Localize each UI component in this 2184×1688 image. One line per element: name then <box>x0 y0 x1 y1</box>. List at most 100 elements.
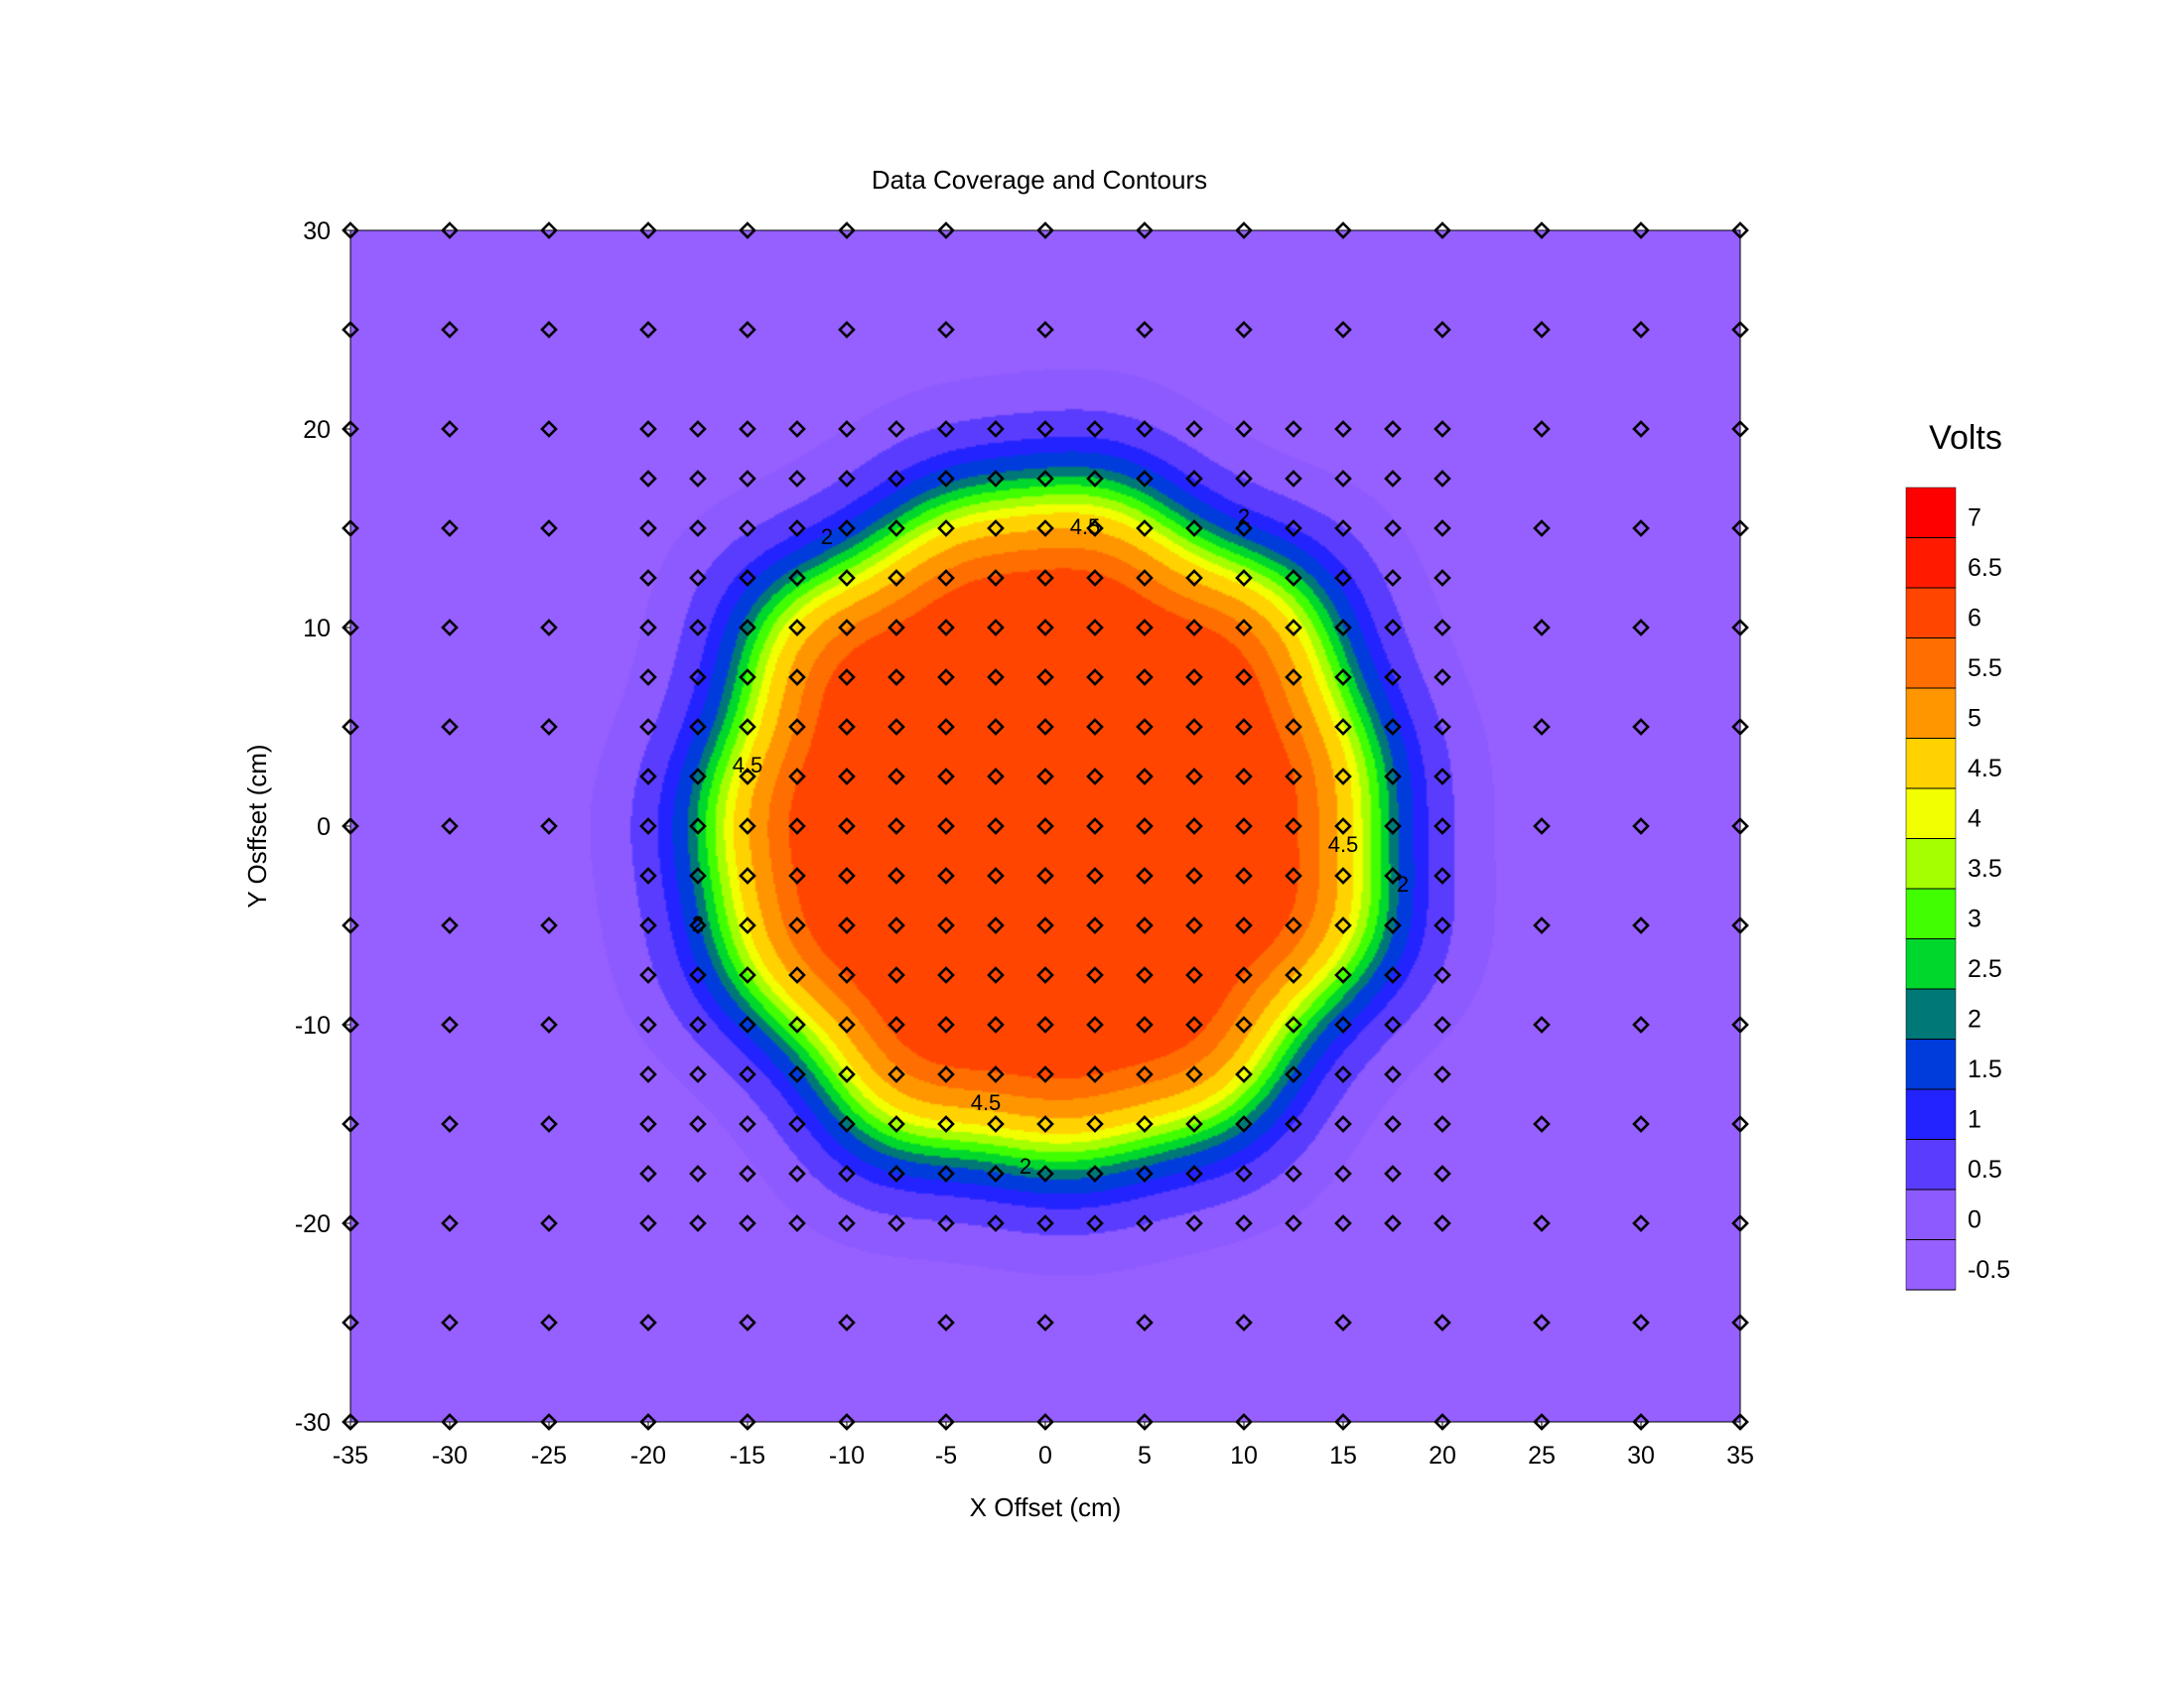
data-point-marker <box>1384 420 1402 438</box>
colorbar-label: 1 <box>1968 1106 1981 1134</box>
data-point-marker <box>689 1214 707 1232</box>
data-point-marker <box>1533 221 1551 239</box>
data-point-marker <box>739 817 756 835</box>
data-point-marker <box>1533 817 1551 835</box>
data-point-marker <box>1036 1115 1054 1133</box>
data-point-marker <box>937 867 955 885</box>
data-point-marker <box>639 569 657 587</box>
x-tick-label: 30 <box>1627 1442 1655 1470</box>
data-point-marker <box>788 916 806 934</box>
data-point-marker <box>341 916 359 934</box>
data-point-marker <box>1731 1214 1749 1232</box>
contour-label: 2 <box>1020 1154 1031 1179</box>
x-axis-title: X Offset (cm) <box>970 1492 1122 1522</box>
x-tick-label: 20 <box>1429 1442 1456 1470</box>
data-point-marker <box>1533 619 1551 636</box>
data-point-marker <box>341 221 359 239</box>
data-point-marker <box>1235 867 1253 885</box>
data-point-marker <box>540 519 558 537</box>
data-point-marker <box>1731 221 1749 239</box>
data-point-marker <box>1235 966 1253 984</box>
data-point-marker <box>1036 916 1054 934</box>
data-point-marker <box>887 916 905 934</box>
data-point-marker <box>887 420 905 438</box>
data-point-marker <box>1433 1165 1451 1183</box>
data-point-marker <box>788 867 806 885</box>
data-point-marker <box>1433 668 1451 686</box>
data-point-marker <box>341 817 359 835</box>
colorbar-label: 0 <box>1968 1206 1981 1234</box>
data-point-marker <box>1533 718 1551 736</box>
data-point-marker <box>1086 519 1104 537</box>
data-point-marker <box>1433 867 1451 885</box>
colorbar-label: 2.5 <box>1968 955 2002 983</box>
data-point-marker <box>540 1115 558 1133</box>
data-point-marker <box>739 768 756 785</box>
data-point-marker <box>1086 768 1104 785</box>
data-point-marker <box>1136 619 1154 636</box>
data-point-marker <box>1036 519 1054 537</box>
data-point-marker <box>689 420 707 438</box>
data-point-marker <box>1086 1214 1104 1232</box>
data-point-marker <box>1235 817 1253 835</box>
data-point-marker <box>1235 569 1253 587</box>
colorbar-label: 5 <box>1968 705 1981 733</box>
data-point-marker <box>1136 221 1154 239</box>
data-point-marker <box>1285 916 1302 934</box>
data-point-marker <box>441 1115 459 1133</box>
data-point-marker <box>739 1314 756 1332</box>
data-point-marker <box>441 718 459 736</box>
data-point-marker <box>1285 519 1302 537</box>
data-point-marker <box>1185 817 1203 835</box>
data-point-marker <box>1334 718 1352 736</box>
data-point-marker <box>341 1214 359 1232</box>
data-point-marker <box>689 916 707 934</box>
data-point-marker <box>1384 569 1402 587</box>
data-point-marker <box>1632 619 1650 636</box>
data-point-marker <box>1433 1016 1451 1034</box>
data-point-marker <box>1334 817 1352 835</box>
data-point-marker <box>1533 916 1551 934</box>
data-point-marker <box>1235 718 1253 736</box>
data-point-marker <box>1036 1016 1054 1034</box>
data-point-marker <box>1086 1065 1104 1083</box>
data-point-marker <box>1632 1115 1650 1133</box>
y-tick-label: 20 <box>303 416 331 444</box>
data-point-marker <box>1136 1314 1154 1332</box>
data-point-marker <box>1086 1165 1104 1183</box>
data-point-marker <box>639 1065 657 1083</box>
data-point-marker <box>1086 668 1104 686</box>
data-point-marker <box>1036 1314 1054 1332</box>
data-point-marker <box>1136 867 1154 885</box>
data-point-marker <box>441 1214 459 1232</box>
data-point-marker <box>1334 321 1352 339</box>
data-point-marker <box>1384 916 1402 934</box>
data-point-marker <box>1731 817 1749 835</box>
x-tick-label: -30 <box>432 1442 468 1470</box>
data-point-marker <box>1384 768 1402 785</box>
colorbar-swatch <box>1906 1139 1956 1191</box>
data-point-marker <box>788 470 806 488</box>
data-point-marker <box>838 718 856 736</box>
data-point-marker <box>1384 1165 1402 1183</box>
data-point-marker <box>1136 966 1154 984</box>
data-point-marker <box>1731 1115 1749 1133</box>
data-point-marker <box>739 321 756 339</box>
data-point-marker <box>639 321 657 339</box>
data-point-marker <box>1433 916 1451 934</box>
colorbar: Volts 7 6.5 6 5.5 5 4.5 4 3.5 3 2.5 2 1.5 1 0.5 0 -0.5 <box>1905 419 2010 1291</box>
data-point-marker <box>1533 1214 1551 1232</box>
data-point-marker <box>887 718 905 736</box>
data-point-marker <box>887 768 905 785</box>
data-point-marker <box>987 519 1005 537</box>
colorbar-swatch <box>1906 1239 1956 1291</box>
data-point-marker <box>838 221 856 239</box>
data-point-marker <box>441 321 459 339</box>
y-tick-label: 30 <box>303 217 331 245</box>
data-point-marker <box>1285 619 1302 636</box>
data-point-marker <box>838 1115 856 1133</box>
data-point-marker <box>1036 619 1054 636</box>
data-point-marker <box>1235 321 1253 339</box>
colorbar-label: 7 <box>1968 504 1981 532</box>
